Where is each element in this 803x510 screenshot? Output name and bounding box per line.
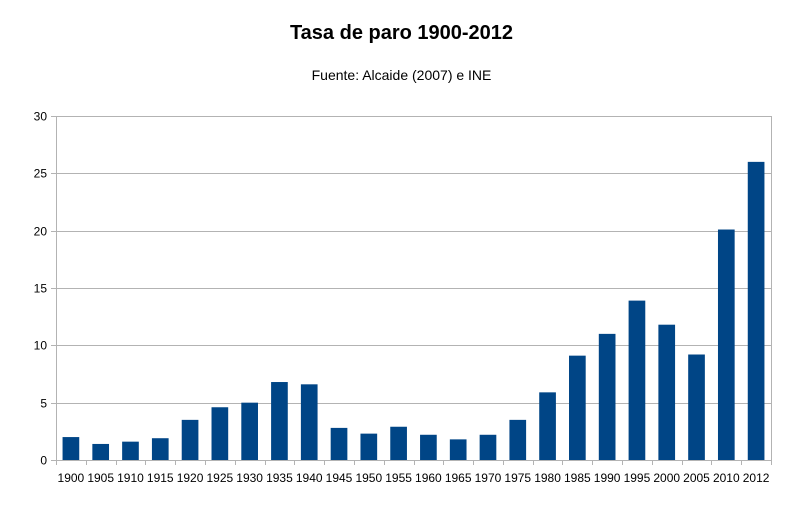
x-tick-label: 1960: [415, 471, 442, 485]
bar: [509, 419, 527, 460]
bars: [62, 161, 765, 460]
x-tick-label: 1980: [534, 471, 561, 485]
x-tick-label: 2005: [683, 471, 710, 485]
y-axis-ticks: 0 5 10 15 20 25 30: [34, 110, 48, 468]
x-tick-label: 1990: [594, 471, 621, 485]
x-tick-label: 1925: [207, 471, 234, 485]
x-tick-label: 1970: [475, 471, 502, 485]
bar: [92, 443, 110, 460]
x-tick-label: 1940: [296, 471, 323, 485]
y-tick-label: 5: [40, 397, 47, 411]
bar: [420, 434, 437, 460]
bar: [151, 438, 169, 460]
y-tick-label: 10: [34, 339, 48, 353]
bar: [181, 419, 199, 460]
bar: [62, 437, 80, 460]
y-tick-label: 20: [34, 225, 48, 239]
x-tick-label: 2000: [653, 471, 680, 485]
x-tick-label: 1985: [564, 471, 591, 485]
bar: [658, 324, 676, 460]
bar: [211, 407, 229, 460]
bar: [598, 333, 616, 460]
x-tick-label: 1955: [385, 471, 412, 485]
bar: [628, 300, 646, 460]
x-tick-label: 2010: [713, 471, 740, 485]
x-tick-label: 1900: [58, 471, 85, 485]
x-tick-label: 1975: [504, 471, 531, 485]
x-tick-label: 2012: [743, 471, 770, 485]
bar: [688, 354, 705, 460]
x-tick-label: 1935: [266, 471, 293, 485]
y-tick-label: 0: [40, 454, 47, 468]
x-tick-label: 1945: [326, 471, 353, 485]
bar: [717, 229, 735, 460]
chart-subtitle: Fuente: Alcaide (2007) e INE: [311, 67, 492, 83]
bar: [330, 427, 348, 460]
bar: [747, 161, 765, 460]
y-tick-label: 30: [34, 110, 48, 124]
y-tick-label: 15: [34, 282, 48, 296]
x-tick-label: 1995: [624, 471, 651, 485]
bar: [539, 392, 556, 460]
y-tick-label: 25: [34, 167, 48, 181]
bar: [449, 439, 467, 460]
x-tick-label: 1910: [117, 471, 144, 485]
bar: [479, 434, 497, 460]
bar: [300, 384, 318, 460]
x-tick-label: 1950: [355, 471, 382, 485]
bar: [271, 382, 288, 460]
bar: [241, 402, 258, 460]
x-tick-label: 1905: [87, 471, 114, 485]
gridlines: [51, 116, 772, 465]
bar: [390, 426, 407, 460]
x-tick-label: 1965: [445, 471, 472, 485]
chart-title: Tasa de paro 1900-2012: [289, 22, 514, 44]
x-tick-label: 1920: [177, 471, 204, 485]
x-tick-label: 1915: [147, 471, 174, 485]
x-tick-label: 1930: [236, 471, 263, 485]
x-axis-ticks: 1900 1905 1910 1915 1920 1925 1930 1935 1940 1945…: [58, 471, 770, 485]
bar: [122, 441, 139, 460]
bar: [569, 355, 586, 460]
bar: [360, 433, 378, 460]
